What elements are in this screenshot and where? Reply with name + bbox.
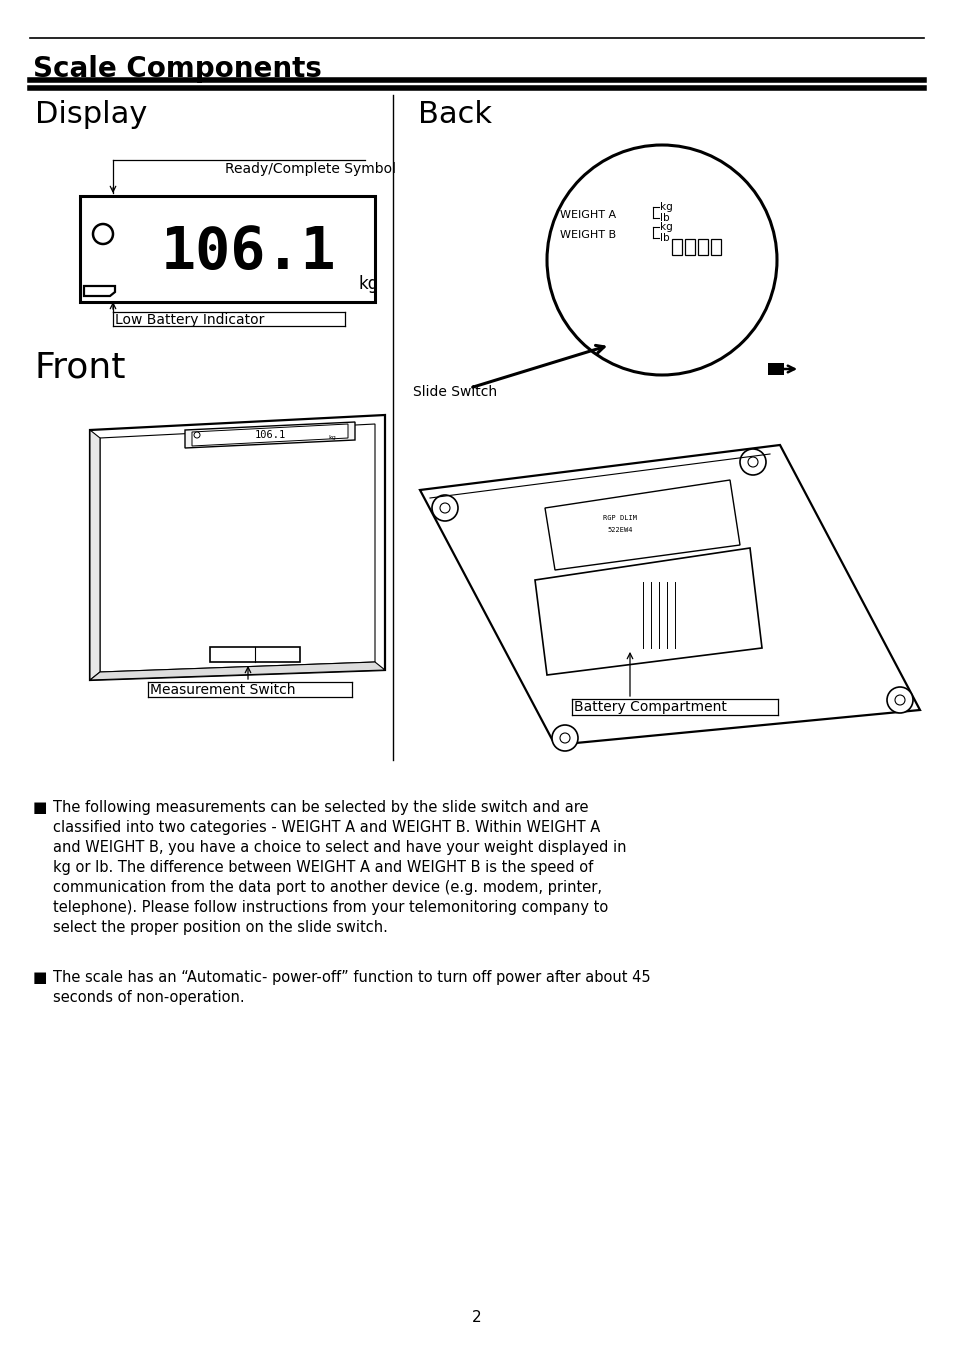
Text: kg: kg xyxy=(659,221,672,232)
Polygon shape xyxy=(192,424,348,446)
Text: The following measurements can be selected by the slide switch and are: The following measurements can be select… xyxy=(53,801,588,815)
Polygon shape xyxy=(544,481,740,570)
Circle shape xyxy=(886,687,912,713)
Bar xyxy=(80,196,375,302)
Text: 2: 2 xyxy=(472,1310,481,1324)
Text: communication from the data port to another device (e.g. modem, printer,: communication from the data port to anot… xyxy=(53,880,601,895)
Circle shape xyxy=(546,144,776,375)
Bar xyxy=(710,239,720,255)
Text: Display: Display xyxy=(35,100,147,130)
Polygon shape xyxy=(100,424,375,672)
Text: lb: lb xyxy=(659,213,669,223)
Text: The scale has an “Automatic- power-off” function to turn off power after about 4: The scale has an “Automatic- power-off” … xyxy=(53,971,650,986)
Bar xyxy=(767,363,783,375)
Polygon shape xyxy=(90,431,100,680)
Text: kg: kg xyxy=(358,275,379,293)
Text: 522EW4: 522EW4 xyxy=(607,526,632,533)
Circle shape xyxy=(894,695,904,705)
Polygon shape xyxy=(84,286,115,296)
Text: WEIGHT B: WEIGHT B xyxy=(559,230,616,240)
Text: select the proper position on the slide switch.: select the proper position on the slide … xyxy=(53,919,388,936)
Text: telephone). Please follow instructions from your telemonitoring company to: telephone). Please follow instructions f… xyxy=(53,900,608,915)
Text: Battery Compartment: Battery Compartment xyxy=(574,701,726,714)
Polygon shape xyxy=(535,548,761,675)
Circle shape xyxy=(740,450,765,475)
Circle shape xyxy=(747,458,758,467)
Text: RGP DLIM: RGP DLIM xyxy=(602,514,637,521)
Circle shape xyxy=(552,725,578,751)
Bar xyxy=(671,239,681,255)
Bar xyxy=(684,239,695,255)
Polygon shape xyxy=(185,423,355,448)
Polygon shape xyxy=(419,446,919,745)
Circle shape xyxy=(439,504,450,513)
Polygon shape xyxy=(90,662,385,680)
Text: Front: Front xyxy=(35,350,127,383)
Text: Ready/Complete Symbol: Ready/Complete Symbol xyxy=(225,162,395,176)
Text: Low Battery Indicator: Low Battery Indicator xyxy=(115,313,264,327)
Bar xyxy=(210,647,299,662)
Circle shape xyxy=(432,495,457,521)
Text: lb: lb xyxy=(659,234,669,243)
Text: ■: ■ xyxy=(33,801,48,815)
Text: 106.1: 106.1 xyxy=(254,431,285,440)
Circle shape xyxy=(559,733,569,743)
Text: ■: ■ xyxy=(33,971,48,986)
Text: Measurement Switch: Measurement Switch xyxy=(150,683,295,697)
Bar xyxy=(698,239,707,255)
Text: classified into two categories - WEIGHT A and WEIGHT B. Within WEIGHT A: classified into two categories - WEIGHT … xyxy=(53,819,599,836)
Text: kg: kg xyxy=(328,435,335,440)
Text: kg or lb. The difference between WEIGHT A and WEIGHT B is the speed of: kg or lb. The difference between WEIGHT … xyxy=(53,860,593,875)
Circle shape xyxy=(193,432,200,437)
Text: Back: Back xyxy=(417,100,492,130)
Text: Scale Components: Scale Components xyxy=(33,55,321,82)
Text: and WEIGHT B, you have a choice to select and have your weight displayed in: and WEIGHT B, you have a choice to selec… xyxy=(53,840,626,855)
Text: kg: kg xyxy=(659,202,672,212)
Text: WEIGHT A: WEIGHT A xyxy=(559,211,616,220)
Text: Slide Switch: Slide Switch xyxy=(413,385,497,400)
Polygon shape xyxy=(90,414,385,680)
Text: 106.1: 106.1 xyxy=(160,224,335,281)
Text: seconds of non-operation.: seconds of non-operation. xyxy=(53,990,244,1004)
Circle shape xyxy=(92,224,112,244)
